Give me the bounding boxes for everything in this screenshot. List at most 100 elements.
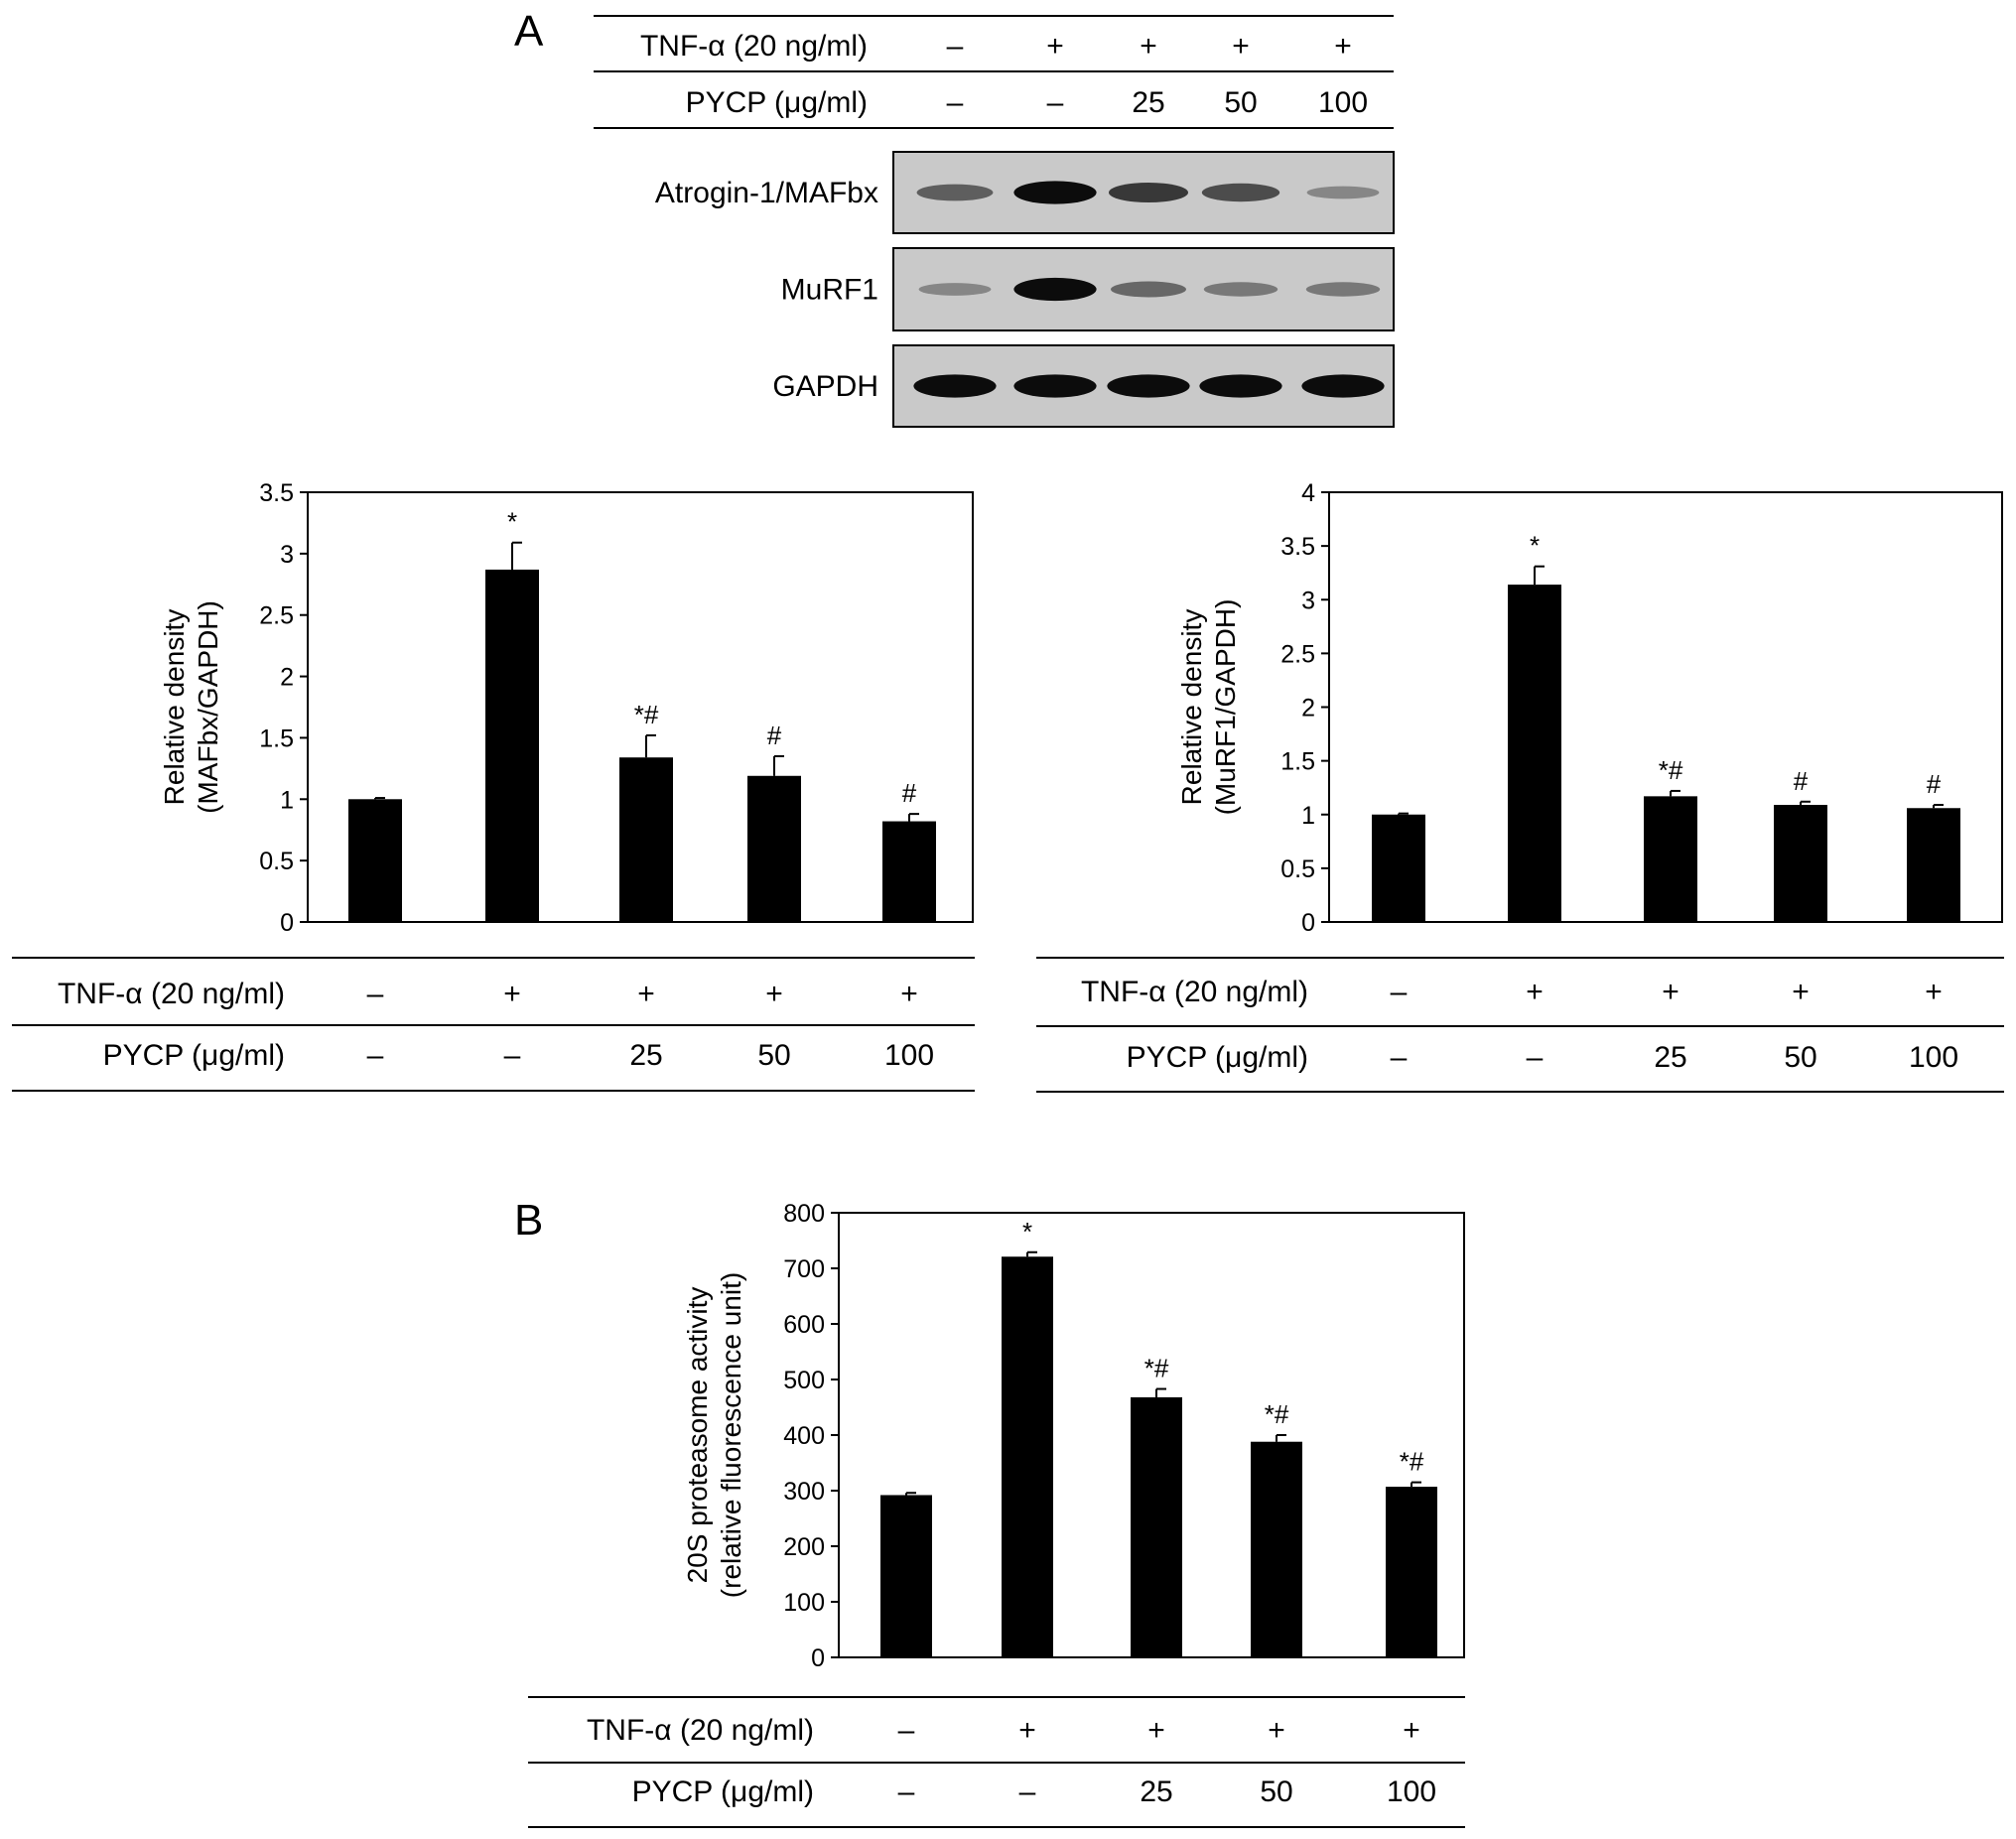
tnf-row-label: TNF-α (20 ng/ml)	[587, 1714, 814, 1747]
blot-band	[918, 283, 992, 296]
blot-row-label: Atrogin-1/MAFbx	[655, 177, 878, 209]
tnf-cell: –	[1391, 976, 1408, 1008]
y-tick-label: 600	[783, 1311, 825, 1339]
tnf-cell: +	[1925, 976, 1943, 1008]
chart-murf1: 0 0.5 1 1.5 2 2.5 3 3.5 4 Relative density (MuRF1/…	[1176, 479, 2003, 937]
significance-label: *#	[1265, 1399, 1289, 1429]
y-axis-label: 20S proteasome activity (relative fluores…	[682, 1272, 746, 1598]
tnf-cell: –	[898, 1714, 915, 1747]
y-tick-label: 4	[1301, 479, 1315, 507]
significance-label: *#	[1659, 755, 1683, 785]
bar	[1251, 1441, 1302, 1657]
tnf-cell: –	[947, 30, 964, 63]
pycp-row-label: PYCP (μg/ml)	[1127, 1041, 1308, 1074]
pycp-row-label: PYCP (μg/ml)	[632, 1775, 814, 1808]
pycp-cell: –	[1047, 86, 1064, 119]
y-axis-label-line: (MAFbx/GAPDH)	[193, 600, 223, 814]
pycp-cell: 50	[757, 1039, 790, 1072]
blot-band	[1199, 374, 1282, 398]
blot-band	[913, 374, 997, 398]
significance-label: *#	[1144, 1354, 1169, 1383]
bar	[1774, 805, 1827, 922]
blot-band	[1013, 374, 1097, 398]
y-tick-label: 2	[1301, 695, 1315, 722]
y-tick-label: 1.5	[259, 724, 294, 752]
y-tick-label: 3	[1301, 587, 1315, 614]
pycp-cell: 25	[629, 1039, 662, 1072]
y-tick-label: 1	[1301, 802, 1315, 830]
significance-label: *	[507, 507, 517, 537]
blot-band	[1107, 374, 1190, 398]
bar	[485, 569, 539, 922]
blot-band	[1013, 181, 1097, 204]
pycp-cell: –	[367, 1039, 384, 1072]
panel-label-a: A	[514, 7, 544, 56]
y-tick-label: 0	[811, 1644, 825, 1672]
bar	[882, 821, 936, 922]
tnf-cell: +	[1268, 1714, 1285, 1747]
tnf-cell: +	[1792, 976, 1810, 1008]
y-axis-label-line: Relative density	[159, 609, 190, 806]
pycp-cell: 25	[1132, 86, 1164, 119]
bar	[747, 775, 801, 922]
tnf-cell: +	[1140, 30, 1157, 63]
pycp-cell: 100	[884, 1039, 934, 1072]
pycp-cell: –	[1527, 1041, 1544, 1074]
y-axis-label: Relative density (MAFbx/GAPDH)	[159, 600, 223, 814]
blot-band	[916, 184, 994, 201]
tnf-cell: +	[1232, 30, 1250, 63]
y-axis-label-line: (relative fluorescence unit)	[716, 1272, 746, 1598]
y-tick-label: 400	[783, 1422, 825, 1450]
tnf-row-label: TNF-α (20 ng/ml)	[58, 978, 285, 1010]
y-tick-label: 0	[280, 909, 294, 937]
significance-label: *#	[634, 700, 659, 729]
tnf-cell: +	[503, 978, 521, 1010]
pycp-cell: 100	[1909, 1041, 1958, 1074]
pycp-cell: 25	[1654, 1041, 1686, 1074]
western-blot: Atrogin-1/MAFbx MuRF1 GAPDH	[655, 151, 1395, 428]
y-tick-label: 2	[280, 664, 294, 692]
y-axis-label-line: (MuRF1/GAPDH)	[1210, 599, 1241, 816]
significance-label: #	[902, 778, 917, 808]
blot-band	[1109, 183, 1188, 202]
y-tick-label: 0.5	[1280, 855, 1315, 883]
significance-label: *	[1022, 1217, 1032, 1247]
bar	[1644, 796, 1697, 922]
blot-band	[1201, 183, 1280, 202]
y-tick-label: 2.5	[259, 602, 294, 630]
blot-band	[1111, 281, 1186, 298]
y-axis-label-line: Relative density	[1176, 609, 1207, 806]
pycp-cell: –	[947, 86, 964, 119]
y-tick-label: 3.5	[259, 479, 294, 507]
chart-murf1-condition-table: TNF-α (20 ng/ml) PYCP (μg/ml) – – + – +25 +50 +1…	[1036, 957, 2004, 1093]
panel-label-b: B	[514, 1196, 543, 1245]
y-tick-label: 200	[783, 1533, 825, 1561]
y-tick-label: 0.5	[259, 848, 294, 875]
blot-row-label: GAPDH	[772, 370, 878, 403]
tnf-cell: +	[1403, 1714, 1420, 1747]
significance-label: #	[1927, 769, 1942, 799]
bar	[1386, 1487, 1437, 1657]
y-tick-label: 3.5	[1280, 533, 1315, 561]
pycp-cell: –	[1391, 1041, 1408, 1074]
blot-band	[1305, 282, 1381, 297]
tnf-cell: +	[1046, 30, 1064, 63]
chart-proteasome: 0 100 200 300 400 500 600 700 800 20S proteasome …	[682, 1200, 1465, 1672]
y-axis-label-line: 20S proteasome activity	[682, 1287, 713, 1584]
y-tick-label: 2.5	[1280, 640, 1315, 668]
y-tick-label: 500	[783, 1367, 825, 1394]
tnf-cell: –	[367, 978, 384, 1010]
y-tick-label: 700	[783, 1255, 825, 1283]
y-axis-label: Relative density (MuRF1/GAPDH)	[1176, 599, 1241, 816]
blot-row-label: MuRF1	[781, 274, 878, 307]
significance-label: #	[767, 721, 782, 750]
tnf-cell: +	[1334, 30, 1352, 63]
bar	[1508, 585, 1561, 922]
chart-mafbx: 0 0.5 1 1.5 2 2.5 3 3.5 Relative density (MAFbx/G…	[159, 479, 974, 937]
pycp-cell: 25	[1140, 1775, 1172, 1808]
pycp-cell: 50	[1260, 1775, 1292, 1808]
tnf-cell: +	[637, 978, 655, 1010]
pycp-cell: –	[1019, 1775, 1036, 1808]
tnf-cell: +	[1662, 976, 1680, 1008]
bar	[1907, 808, 1960, 922]
